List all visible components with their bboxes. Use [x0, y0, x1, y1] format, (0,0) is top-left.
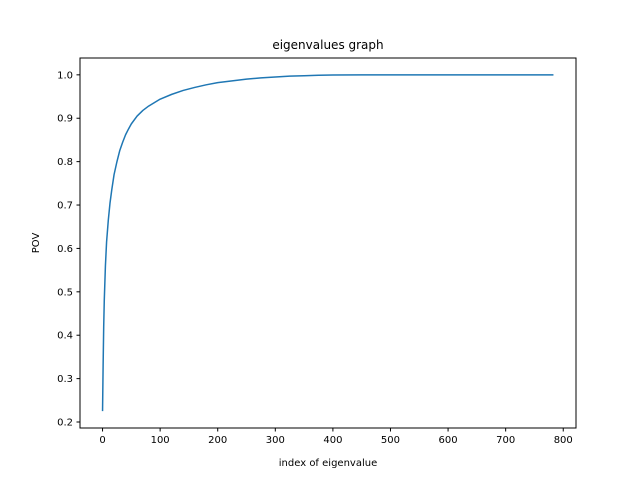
- y-tick-label: 0.3: [57, 374, 73, 385]
- ticks-layer: 0 100 200 300 400 500 600 700 800 0.2 0.3 0.4 0.5 0.6…: [57, 70, 573, 446]
- x-tick-label: 300: [266, 435, 285, 446]
- y-tick-label: 0.5: [57, 287, 73, 298]
- y-tick-label: 0.7: [57, 201, 73, 212]
- series-layer: [101, 74, 554, 412]
- x-tick-label: 700: [496, 435, 515, 446]
- x-tick-label: 500: [381, 435, 400, 446]
- x-tick-label: 400: [323, 435, 342, 446]
- chart-title: eigenvalues graph: [272, 38, 383, 52]
- y-tick-label: 0.2: [57, 418, 73, 429]
- y-tick-label: 0.9: [57, 114, 73, 125]
- x-tick-label: 600: [439, 435, 458, 446]
- x-tick-label: 200: [208, 435, 227, 446]
- x-tick-label: 800: [554, 435, 573, 446]
- y-axis-title: POV: [31, 233, 42, 254]
- y-tick-label: 0.8: [57, 157, 73, 168]
- x-tick-label: 100: [151, 435, 170, 446]
- y-tick-label: 0.4: [57, 331, 73, 342]
- x-tick-label: 0: [99, 435, 105, 446]
- y-tick-label: 1.0: [57, 70, 73, 81]
- plot-area-frame: [79, 57, 577, 429]
- y-tick-label: 0.6: [57, 244, 73, 255]
- x-axis-title: index of eigenvalue: [279, 458, 377, 469]
- series-line-0: [101, 74, 554, 412]
